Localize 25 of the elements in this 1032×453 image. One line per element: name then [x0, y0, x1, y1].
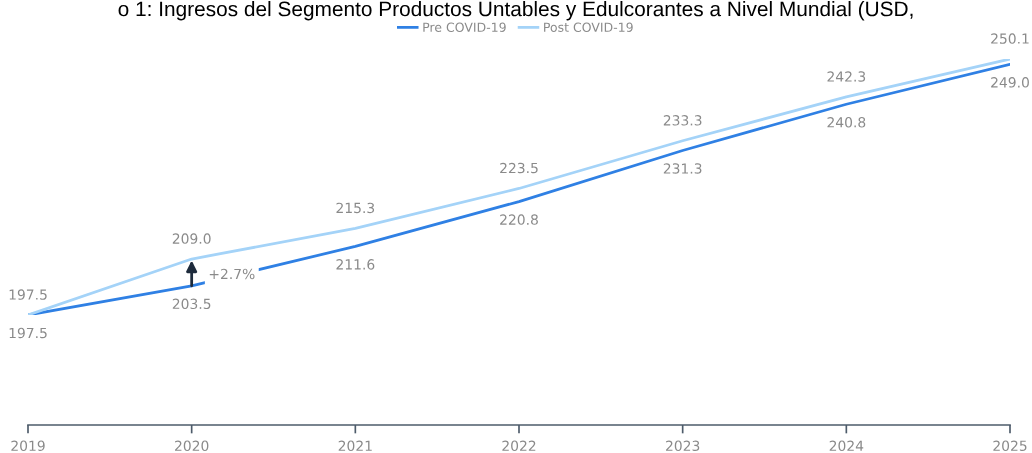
data-label: 203.5: [172, 298, 211, 310]
x-tick-label: 2024: [829, 440, 864, 452]
data-label: 242.3: [827, 71, 866, 82]
x-tick-label: 2025: [993, 440, 1027, 452]
data-label: 209.0: [172, 233, 211, 244]
legend-label: Pre COVID-19: [423, 22, 506, 32]
data-label: 250.1: [991, 33, 1029, 44]
x-tick-label: 2022: [502, 440, 536, 452]
x-tick-label: 2020: [175, 440, 209, 452]
legend-label: Post COVID-19: [544, 22, 633, 32]
data-label: 215.3: [336, 202, 375, 214]
data-label: 211.6: [336, 259, 375, 270]
annotation: +2.7%: [209, 268, 255, 280]
x-tick-label: 2021: [338, 440, 372, 452]
x-tick-label: 2023: [666, 440, 700, 452]
x-tick-label: 2019: [11, 440, 45, 452]
data-label: 231.3: [663, 163, 702, 174]
data-label: 223.5: [500, 162, 538, 174]
data-label: 220.8: [500, 214, 538, 225]
data-label: 197.5: [9, 327, 47, 339]
data-label: 233.3: [663, 115, 702, 126]
data-label: 240.8: [827, 117, 866, 128]
data-label: 197.5: [9, 289, 47, 300]
data-label: 249.0: [991, 77, 1029, 88]
chart-title: o 1: Ingresos del Segmento Productos Untables y Edulcorantes a Nivel Mundial (USD,: [118, 1, 913, 21]
